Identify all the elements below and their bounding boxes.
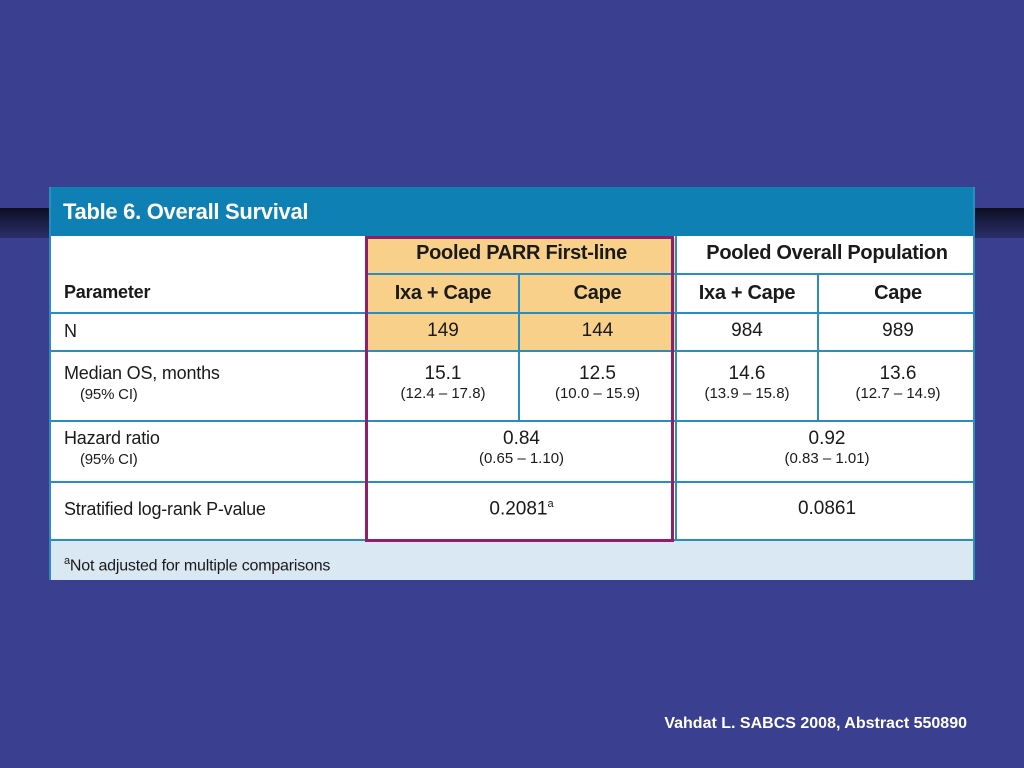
row-label-n: N xyxy=(64,321,77,341)
n-g2-ixa-cape: 984 xyxy=(731,320,763,341)
median-os-value: 13.6 xyxy=(879,363,917,384)
grid-line xyxy=(817,273,819,420)
hazard-ratio-ci: (0.65 – 1.10) xyxy=(478,450,565,467)
parameter-header: Parameter xyxy=(64,282,151,302)
median-os-label: Median OS, months xyxy=(64,363,220,383)
table-title: Table 6. Overall Survival xyxy=(51,187,973,236)
pvalue-footnote-marker: a xyxy=(547,498,554,510)
median-os-ci: (12.7 – 14.9) xyxy=(855,385,941,402)
group-header-overall-population: Pooled Overall Population xyxy=(706,242,948,264)
median-os-sublabel: (95% CI) xyxy=(80,386,138,403)
median-os-ci: (12.4 – 17.8) xyxy=(400,385,486,402)
highlight-group-header xyxy=(368,238,675,312)
overall-survival-table: Table 6. Overall Survival Pooled PARR Fi… xyxy=(49,187,975,580)
median-os-g1-cape: 12.5 (10.0 – 15.9) xyxy=(520,363,675,402)
median-os-g2-ixa-cape: 14.6 (13.9 – 15.8) xyxy=(677,363,817,402)
row-label-pvalue: Stratified log-rank P-value xyxy=(64,499,266,519)
footnote-text: Not adjusted for multiple comparisons xyxy=(69,557,331,575)
highlight-frame-parr-first-line xyxy=(365,236,674,542)
pvalue-g1: 0.2081a xyxy=(368,498,675,520)
col-header-g1-ixa-cape: Ixa + Cape xyxy=(394,282,492,304)
n-g2-cape: 989 xyxy=(882,320,914,341)
median-os-value: 12.5 xyxy=(579,363,616,384)
col-header-g2-ixa-cape: Ixa + Cape xyxy=(698,282,796,304)
hazard-ratio-ci: (0.83 – 1.01) xyxy=(784,450,870,467)
grid-line xyxy=(51,481,973,483)
group-header-parr-first-line: Pooled PARR First-line xyxy=(416,242,627,264)
row-label-hazard-ratio: Hazard ratio (95% CI) xyxy=(64,428,160,468)
pvalue-g1-value: 0.2081 xyxy=(489,498,548,520)
grid-line xyxy=(51,420,973,422)
hazard-ratio-sublabel: (95% CI) xyxy=(80,451,138,468)
grid-line xyxy=(518,273,520,420)
hazard-ratio-value: 0.84 xyxy=(503,428,540,449)
citation: Vahdat L. SABCS 2008, Abstract 550890 xyxy=(664,715,967,732)
table-footnote: aNot adjusted for multiple comparisons xyxy=(51,541,973,580)
pvalue-g2: 0.0861 xyxy=(797,498,857,519)
median-os-ci: (10.0 – 15.9) xyxy=(554,385,641,402)
grid-line xyxy=(368,273,973,275)
footnote-marker: a xyxy=(64,555,70,567)
row-label-median-os: Median OS, months (95% CI) xyxy=(64,363,220,403)
grid-line xyxy=(51,350,973,352)
median-os-value: 14.6 xyxy=(728,363,766,384)
col-header-g1-cape: Cape xyxy=(573,282,622,304)
median-os-value: 15.1 xyxy=(424,363,462,384)
median-os-g1-ixa-cape: 15.1 (12.4 – 17.8) xyxy=(368,363,518,402)
grid-line xyxy=(675,236,677,541)
highlight-n-row xyxy=(368,314,675,350)
hazard-ratio-value: 0.92 xyxy=(808,428,846,449)
n-g1-cape: 144 xyxy=(581,320,614,341)
median-os-ci: (13.9 – 15.8) xyxy=(704,385,790,402)
hazard-ratio-g2: 0.92 (0.83 – 1.01) xyxy=(677,428,973,467)
hazard-ratio-g1: 0.84 (0.65 – 1.10) xyxy=(368,428,675,467)
hazard-ratio-label: Hazard ratio xyxy=(64,428,160,448)
grid-line xyxy=(51,312,973,314)
n-g1-ixa-cape: 149 xyxy=(427,320,459,341)
median-os-g2-cape: 13.6 (12.7 – 14.9) xyxy=(819,363,973,402)
col-header-g2-cape: Cape xyxy=(874,282,922,304)
